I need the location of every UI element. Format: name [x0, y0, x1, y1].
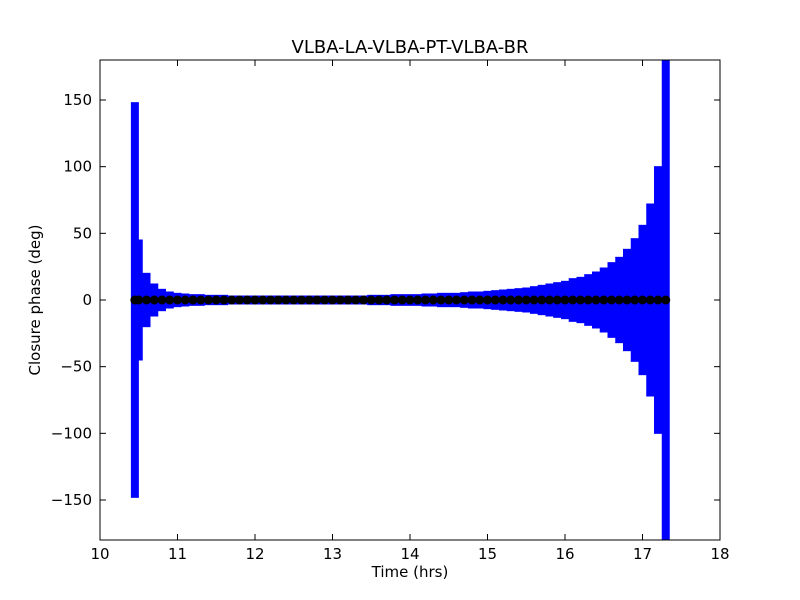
y-tick-label: 100 [63, 158, 92, 176]
y-axis-label: Closure phase (deg) [26, 225, 44, 376]
data-point [537, 295, 547, 305]
x-tick-label: 15 [478, 545, 497, 563]
data-point [638, 295, 647, 305]
data-point [506, 295, 516, 305]
data-point [134, 295, 144, 305]
data-point [390, 295, 399, 305]
data-point [436, 295, 446, 305]
data-point [250, 295, 260, 305]
data-point [312, 295, 322, 305]
data-point [382, 295, 392, 305]
x-tick-label: 11 [168, 545, 187, 563]
data-point [142, 295, 151, 305]
data-point [235, 295, 244, 305]
data-point [421, 295, 430, 305]
data-point [452, 295, 461, 305]
data-point [405, 295, 415, 305]
data-point [576, 295, 585, 305]
data-point [157, 295, 167, 305]
x-tick-label: 13 [323, 545, 342, 563]
data-point [645, 295, 655, 305]
data-point [227, 295, 237, 305]
data-point [583, 295, 593, 305]
chart-title: VLBA-LA-VLBA-PT-VLBA-BR [292, 37, 529, 58]
data-point [653, 295, 663, 305]
x-tick-label: 18 [710, 545, 729, 563]
data-point [304, 295, 314, 305]
data-point [413, 295, 423, 305]
data-point [661, 295, 671, 305]
data-point [173, 295, 182, 305]
data-point [397, 295, 407, 305]
x-tick-label: 14 [400, 545, 419, 563]
data-point [374, 295, 384, 305]
x-tick-label: 17 [633, 545, 652, 563]
data-point [188, 295, 198, 305]
data-point [180, 295, 190, 305]
data-point [459, 295, 469, 305]
data-point [149, 295, 159, 305]
data-point [475, 295, 485, 305]
data-point [366, 295, 376, 305]
data-point [545, 295, 554, 305]
data-point [343, 295, 353, 305]
x-tick-label: 10 [90, 545, 109, 563]
data-point [529, 295, 539, 305]
data-point [359, 295, 368, 305]
data-point [281, 295, 291, 305]
data-point [467, 295, 477, 305]
x-axis-label: Time (hrs) [371, 563, 449, 581]
y-tick-label: 50 [73, 224, 92, 242]
data-point [622, 295, 632, 305]
data-point [211, 295, 221, 305]
data-point [204, 295, 213, 305]
y-tick-label: 150 [63, 91, 92, 109]
data-point [552, 295, 562, 305]
data-point [297, 295, 306, 305]
data-point [335, 295, 345, 305]
data-point [219, 295, 229, 305]
y-tick-label: 0 [82, 291, 92, 309]
data-point [498, 295, 508, 305]
data-point [568, 295, 578, 305]
data-point [599, 295, 609, 305]
data-point [320, 295, 330, 305]
data-point [289, 295, 299, 305]
y-tick-label: −100 [51, 424, 92, 442]
data-point [328, 295, 337, 305]
data-point [514, 295, 523, 305]
data-point [607, 295, 616, 305]
x-tick-label: 16 [555, 545, 574, 563]
data-point [242, 295, 252, 305]
data-point [258, 295, 268, 305]
data-point [521, 295, 531, 305]
data-point [591, 295, 601, 305]
data-point [196, 295, 206, 305]
plot-area [130, 60, 671, 540]
data-point [560, 295, 570, 305]
data-point [444, 295, 454, 305]
data-point [630, 295, 640, 305]
data-point [614, 295, 624, 305]
x-tick-label: 12 [245, 545, 264, 563]
data-point [165, 295, 175, 305]
data-point [483, 295, 492, 305]
data-point [266, 295, 275, 305]
y-tick-label: −150 [51, 491, 92, 509]
data-point [490, 295, 500, 305]
data-point [351, 295, 361, 305]
y-tick-label: −50 [60, 358, 92, 376]
data-point [273, 295, 283, 305]
data-point [428, 295, 438, 305]
